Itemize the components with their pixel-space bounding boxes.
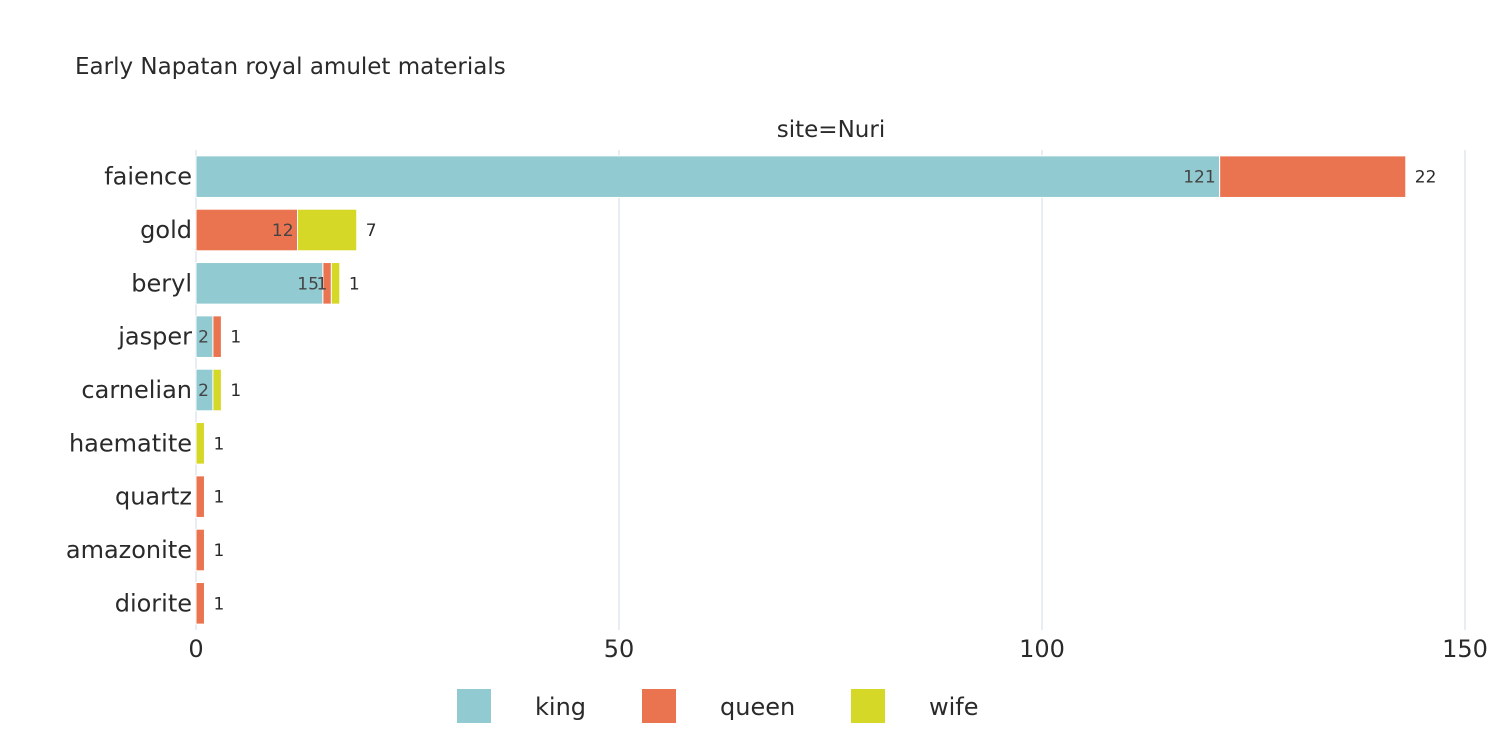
data-label-beryl-wife: 1 [349, 274, 360, 294]
data-label-beryl-king: 15 [297, 274, 319, 294]
x-tick-150: 150 [1442, 635, 1488, 663]
x-tick-0: 0 [188, 635, 203, 663]
legend-swatch-queen [642, 689, 676, 723]
data-label-faience-king: 121 [1183, 168, 1215, 188]
x-tick-100: 100 [1019, 635, 1065, 663]
data-label-carnelian-wife: 1 [230, 381, 241, 401]
bar-beryl-king [195, 262, 324, 305]
data-label-diorite-queen: 1 [213, 594, 224, 614]
bar-quartz-queen [195, 475, 205, 518]
bar-carnelian-wife [212, 368, 222, 412]
bar-jasper-queen [212, 315, 222, 358]
legend-label-wife: wife [929, 693, 979, 721]
facet-label: site=Nuri [777, 117, 885, 143]
y-tick-diorite: diorite [115, 589, 192, 617]
y-axis-ticks: faience gold beryl jasper carnelian haematite… [66, 163, 192, 618]
legend-swatch-king [457, 689, 491, 723]
y-tick-haematite: haematite [69, 429, 192, 457]
data-label-faience-queen: 22 [1415, 168, 1437, 188]
data-label-jasper-king: 2 [198, 328, 209, 348]
bar-faience-queen [1219, 155, 1407, 198]
gridlines [195, 150, 1466, 630]
data-label-amazonite-queen: 1 [213, 541, 224, 561]
data-label-gold-queen: 12 [272, 221, 294, 241]
y-tick-beryl: beryl [131, 269, 192, 297]
data-label-carnelian-king: 2 [198, 381, 209, 401]
y-tick-gold: gold [140, 216, 192, 244]
y-tick-jasper: jasper [117, 323, 192, 351]
bar-faience-king [195, 155, 1221, 198]
bar-gold-queen [195, 208, 299, 252]
data-label-beryl-queen: 1 [317, 274, 328, 294]
x-axis-ticks: 0 50 100 150 [188, 635, 1488, 663]
bar-gold-wife [297, 208, 358, 252]
x-tick-50: 50 [604, 635, 635, 663]
data-label-quartz-queen: 1 [213, 488, 224, 508]
chart-title: Early Napatan royal amulet materials [75, 54, 506, 80]
legend-swatch-wife [851, 689, 885, 723]
legend: king queen wife [457, 689, 979, 723]
bar-haematite-wife [195, 422, 205, 465]
y-tick-quartz: quartz [115, 483, 192, 511]
y-tick-amazonite: amazonite [66, 536, 192, 564]
bar-amazonite-queen [195, 528, 205, 572]
legend-label-queen: queen [720, 693, 795, 721]
data-label-gold-wife: 7 [366, 221, 377, 241]
data-label-haematite-wife: 1 [213, 434, 224, 454]
y-tick-carnelian: carnelian [81, 376, 192, 404]
legend-label-king: king [535, 693, 586, 721]
bar-diorite-queen [195, 582, 205, 625]
bar-beryl-wife [330, 262, 341, 305]
y-tick-faience: faience [104, 163, 192, 191]
data-label-jasper-queen: 1 [230, 328, 241, 348]
